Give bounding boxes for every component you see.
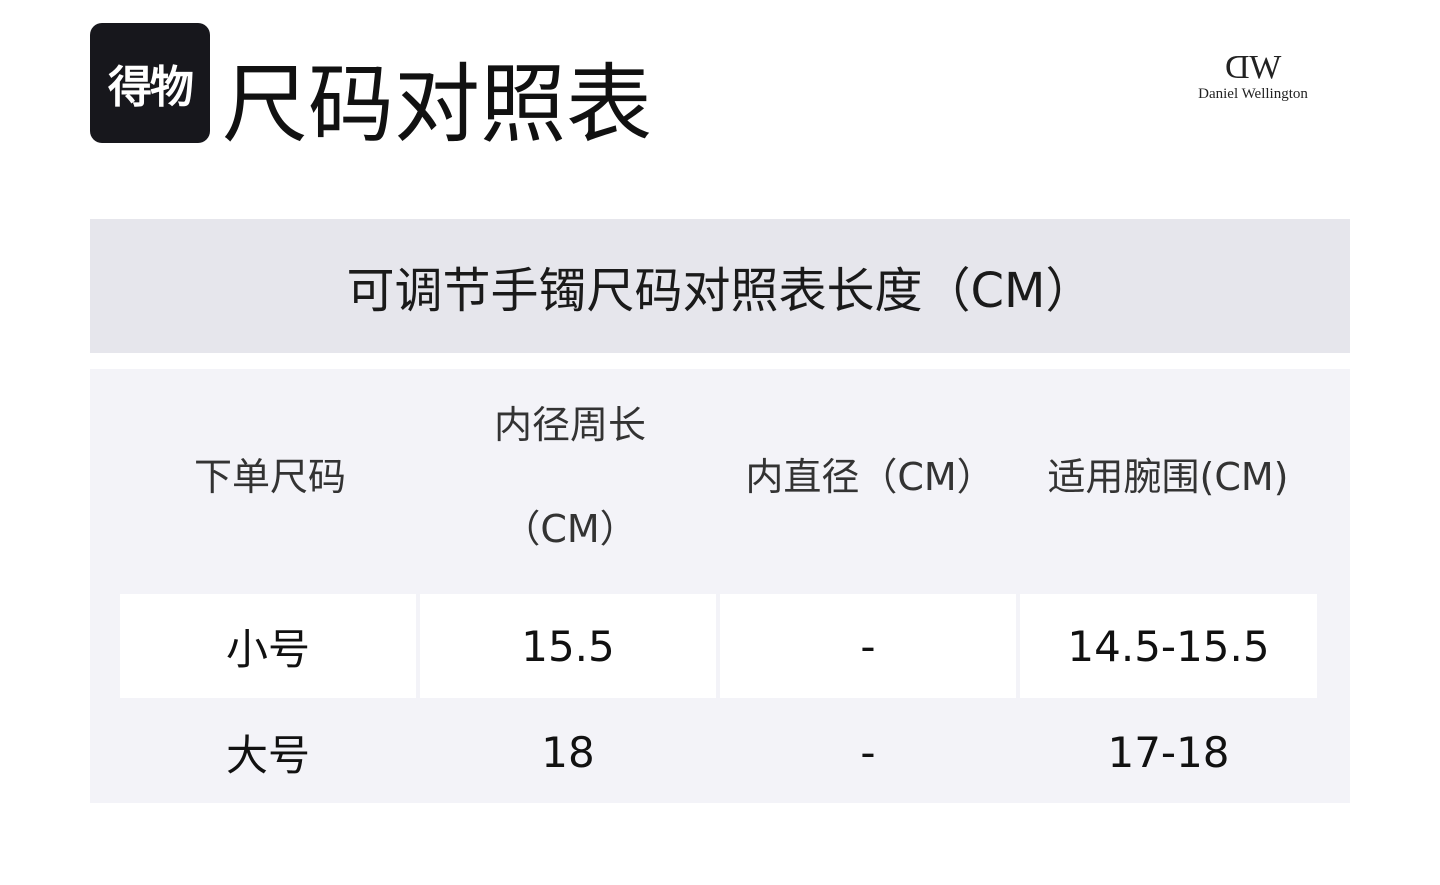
table-cell: 17-18 xyxy=(1107,727,1230,777)
table-cell: - xyxy=(860,727,876,777)
brand-name: Daniel Wellington xyxy=(1198,86,1308,102)
brand-logo: DW Daniel Wellington xyxy=(1180,49,1326,103)
column-header-unit: （CM） xyxy=(502,507,638,551)
table-cell: 14.5-15.5 xyxy=(1020,594,1317,698)
table-caption: 可调节手镯尺码对照表长度（CM） xyxy=(90,219,1350,353)
table-cell: - xyxy=(720,594,1016,698)
column-header-inner-circumference: 内径周长 xyxy=(493,403,646,447)
table-cell: 15.5 xyxy=(420,594,716,698)
dewu-logo: 得物 xyxy=(90,23,210,143)
table-cell: 大号 xyxy=(225,730,310,780)
column-header-inner-diameter: 内直径（CM） xyxy=(745,455,995,499)
size-table: 下单尺码 内径周长 （CM） 内直径（CM） 适用腕围(CM) 小号 15.5 … xyxy=(90,369,1350,803)
column-header-wrist-size: 适用腕围(CM) xyxy=(1047,455,1289,499)
table-cell: 小号 xyxy=(120,594,416,698)
page-title: 尺码对照表 xyxy=(222,55,652,155)
column-header-order-size: 下单尺码 xyxy=(193,455,346,499)
table-cell: 18 xyxy=(541,727,595,777)
dw-monogram: DW xyxy=(1226,49,1282,86)
